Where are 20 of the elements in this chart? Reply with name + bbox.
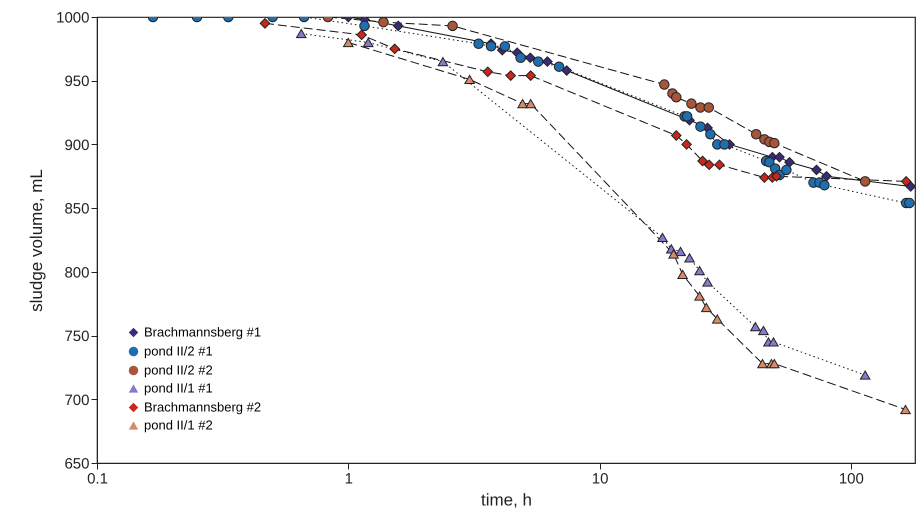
x-tick-label: 0.1 xyxy=(87,470,108,488)
y-tick-label: 950 xyxy=(64,73,90,90)
legend-label: pond II/2 #1 xyxy=(144,344,213,358)
y-tick-label: 1000 xyxy=(56,10,90,26)
y-tick-label: 750 xyxy=(64,328,90,346)
legend-label: pond II/1 #2 xyxy=(144,418,213,432)
y-tick-label: 900 xyxy=(64,136,90,154)
legend-label: Brachmannsberg #2 xyxy=(144,400,262,414)
y-axis-title: sludge volume, mL xyxy=(27,169,46,312)
x-tick-label: 10 xyxy=(592,470,608,488)
x-tick-label: 100 xyxy=(838,470,864,488)
legend-label: Brachmannsberg #1 xyxy=(144,324,262,340)
y-tick-label: 650 xyxy=(64,456,90,472)
legend-label: pond II/2 #2 xyxy=(144,362,213,378)
legend-label: pond II/1 #1 xyxy=(144,380,213,396)
y-tick-label: 700 xyxy=(64,392,90,409)
y-tick-label: 800 xyxy=(64,264,90,282)
x-tick-label: 1 xyxy=(344,470,353,488)
x-axis-title: time, h xyxy=(480,490,532,510)
y-tick-label: 850 xyxy=(64,200,90,218)
